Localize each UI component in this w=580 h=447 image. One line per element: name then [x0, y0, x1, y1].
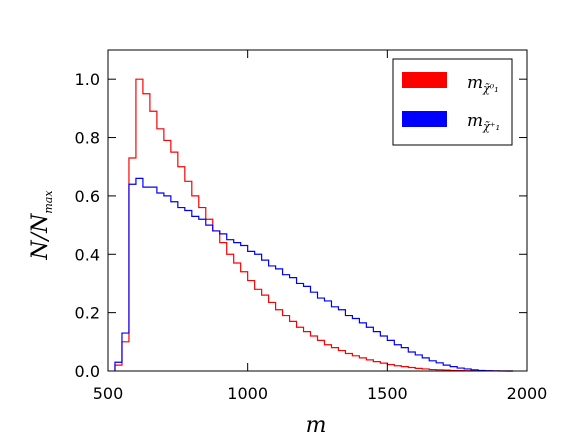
x-tick-label: 1000	[227, 384, 268, 403]
legend-swatch-neutralino	[402, 72, 447, 88]
y-tick-labels: 0.0 0.2 0.4 0.6 0.8 1.0	[75, 70, 100, 381]
legend-label-chargino: mχ̃⁺₁	[467, 111, 500, 133]
x-tick-label: 500	[93, 384, 124, 403]
x-tick-labels: 500 1000 1500 2000	[93, 384, 548, 403]
y-tick-label: 0.0	[75, 362, 100, 381]
legend-label-neutralino-main: m	[467, 73, 483, 93]
y-tick-label: 1.0	[75, 70, 100, 89]
legend-swatch-chargino	[402, 111, 447, 127]
y-axis-label-main: N/N	[28, 213, 53, 261]
y-axis-label: N/Nmax	[28, 190, 55, 261]
legend: mχ̃⁰₁ mχ̃⁺₁	[392, 58, 513, 146]
x-tick-label: 1500	[367, 384, 408, 403]
y-axis-label-sub: max	[42, 190, 55, 214]
series-layer	[114, 78, 514, 372]
y-tick-label: 0.8	[75, 129, 100, 148]
legend-label-chargino-main: m	[467, 111, 483, 131]
x-tick-label: 2000	[507, 384, 548, 403]
x-axis-label: m	[306, 413, 327, 438]
plot-frame	[107, 49, 528, 372]
series-chargino-line	[114, 177, 514, 372]
legend-label-chargino-sub: χ̃⁺₁	[482, 120, 500, 133]
y-tick-label: 0.2	[75, 304, 100, 323]
y-tick-label: 0.4	[75, 245, 100, 264]
legend-label-neutralino-sub: χ̃⁰₁	[482, 82, 499, 95]
plot-area	[107, 49, 528, 372]
series-neutralino-line	[114, 78, 514, 372]
y-tick-label: 0.6	[75, 187, 100, 206]
legend-label-neutralino: mχ̃⁰₁	[467, 73, 499, 95]
